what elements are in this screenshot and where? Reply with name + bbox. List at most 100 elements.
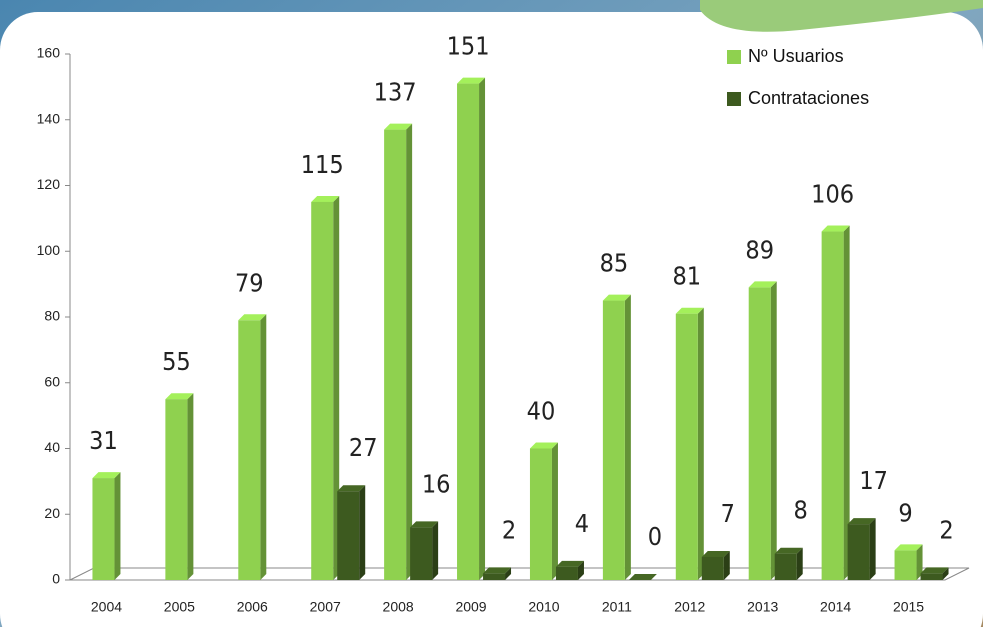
x-tick-label: 2004 (91, 599, 122, 615)
bar-top (483, 567, 512, 574)
x-tick-label: 2015 (893, 599, 924, 615)
x-tick-label: 2005 (164, 599, 195, 615)
data-label: 106 (811, 180, 854, 209)
bar-side (187, 393, 194, 580)
bar-top (529, 442, 558, 449)
x-tick-label: 2013 (747, 599, 778, 615)
data-label: 115 (301, 150, 344, 179)
y-tick-label: 20 (44, 505, 60, 521)
bar-top (311, 195, 340, 202)
data-label: 89 (745, 235, 774, 264)
bar (384, 129, 407, 581)
bar-top (774, 547, 803, 554)
bar (920, 573, 943, 580)
bar (821, 231, 844, 580)
legend-label: Nº Usuarios (748, 46, 844, 66)
bar-side (723, 550, 730, 580)
legend-label: Contrataciones (748, 88, 869, 108)
data-label: 85 (600, 249, 629, 278)
y-tick-label: 100 (37, 242, 61, 258)
bar-top (602, 294, 631, 301)
legend-swatch (727, 92, 741, 106)
bar-side (843, 225, 850, 580)
x-tick-label: 2009 (455, 599, 486, 615)
bar-top (628, 574, 657, 580)
bar-top (894, 544, 923, 551)
bar-top (675, 307, 704, 314)
data-label: 55 (162, 347, 191, 376)
data-label: 137 (374, 78, 417, 107)
bar (847, 524, 870, 580)
bar-top (457, 77, 486, 84)
bar-top (821, 225, 850, 232)
bar-side (697, 307, 704, 580)
bar-top (165, 393, 194, 400)
bar-top (238, 314, 267, 321)
bar-side (796, 547, 803, 580)
legend-swatch (727, 50, 741, 64)
bar (311, 201, 334, 580)
data-label: 0 (648, 522, 662, 551)
bar (457, 83, 480, 581)
bar (529, 448, 552, 580)
bar (410, 527, 433, 580)
y-tick-label: 80 (44, 308, 60, 324)
y-tick-label: 140 (37, 110, 61, 126)
x-tick-label: 2006 (237, 599, 268, 615)
bar-side (505, 567, 512, 580)
bar (894, 550, 917, 580)
bar-top (920, 567, 949, 574)
data-label: 9 (898, 498, 912, 527)
y-tick-label: 40 (44, 439, 60, 455)
x-tick-label: 2014 (820, 599, 851, 615)
bar-top (92, 472, 121, 479)
x-tick-label: 2008 (383, 599, 414, 615)
y-tick-label: 60 (44, 373, 60, 389)
bar-top (555, 560, 584, 567)
floor (69, 567, 970, 581)
bar-side (260, 314, 267, 580)
bar-side (432, 521, 439, 580)
bar (675, 313, 698, 580)
bar (165, 399, 188, 580)
bar (774, 553, 797, 580)
bar-top (410, 521, 439, 528)
data-label: 79 (235, 268, 264, 297)
data-label: 81 (672, 262, 701, 291)
bar-side (869, 518, 876, 580)
bar (337, 491, 360, 580)
bar-side (551, 442, 558, 580)
data-label: 2 (502, 515, 516, 544)
bar (483, 573, 506, 580)
bar-side (406, 123, 413, 581)
data-label: 151 (447, 32, 490, 61)
bar-top (748, 281, 777, 288)
bar-top (337, 485, 366, 492)
bar-top (701, 550, 730, 557)
x-tick-label: 2007 (310, 599, 341, 615)
bar-side (942, 567, 949, 580)
bar (602, 300, 625, 580)
data-label: 27 (349, 433, 378, 462)
data-label: 8 (794, 496, 808, 525)
bar (555, 566, 578, 580)
bar (748, 287, 771, 580)
bar-side (114, 472, 121, 580)
y-tick-label: 0 (52, 571, 60, 587)
data-label: 4 (575, 509, 589, 538)
data-label: 16 (422, 469, 451, 498)
y-tick-label: 120 (37, 176, 61, 192)
x-tick-label: 2010 (528, 599, 559, 615)
bar-side (479, 77, 486, 581)
bar-side (770, 281, 777, 580)
x-tick-label: 2012 (674, 599, 705, 615)
bar (701, 556, 724, 580)
bar (92, 478, 115, 580)
bar-top (847, 518, 876, 525)
tab (700, 0, 983, 32)
data-label: 17 (859, 466, 888, 495)
bar-side (359, 485, 366, 580)
x-tick-label: 2011 (602, 599, 632, 615)
bar-side (577, 560, 584, 580)
